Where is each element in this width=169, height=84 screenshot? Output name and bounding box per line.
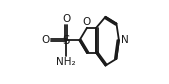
Text: NH₂: NH₂ <box>56 57 76 67</box>
Text: O: O <box>41 35 50 45</box>
Text: N: N <box>121 35 129 45</box>
Text: S: S <box>62 34 70 47</box>
Text: O: O <box>82 17 91 27</box>
Text: O: O <box>62 14 70 24</box>
